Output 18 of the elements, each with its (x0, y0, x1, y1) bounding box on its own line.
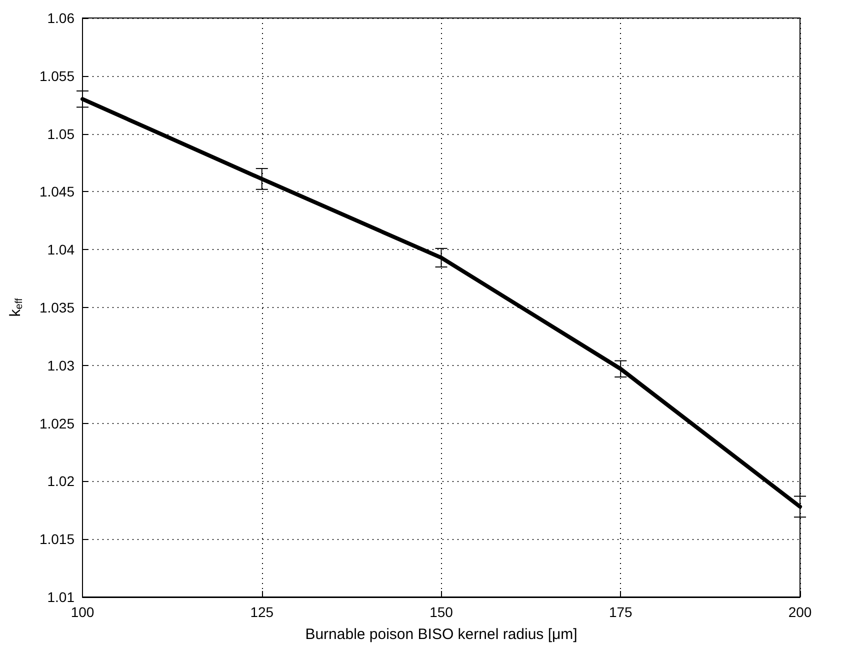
y-tick-label: 1.04 (47, 242, 75, 258)
x-tick-label: 100 (70, 604, 94, 620)
y-tick-label: 1.035 (39, 300, 75, 316)
x-tick-label: 200 (788, 604, 812, 620)
x-tick-label: 125 (250, 604, 274, 620)
y-tick-label: 1.055 (39, 68, 75, 84)
y-tick-label: 1.015 (39, 531, 75, 548)
y-tick-label: 1.02 (47, 473, 75, 490)
y-tick-label: 1.01 (47, 589, 75, 605)
x-tick-label: 150 (430, 604, 454, 620)
y-tick-label: 1.045 (39, 184, 75, 200)
y-tick-label: 1.06 (47, 10, 75, 26)
x-axis-title: Burnable poison BISO kernel radius [μm] (305, 626, 578, 643)
y-tick-label: 1.03 (47, 357, 75, 374)
y-axis-title: keff (7, 298, 25, 317)
x-tick-label: 175 (608, 604, 633, 620)
y-tick-label: 1.025 (39, 415, 75, 432)
y-tick-label: 1.05 (47, 126, 75, 142)
